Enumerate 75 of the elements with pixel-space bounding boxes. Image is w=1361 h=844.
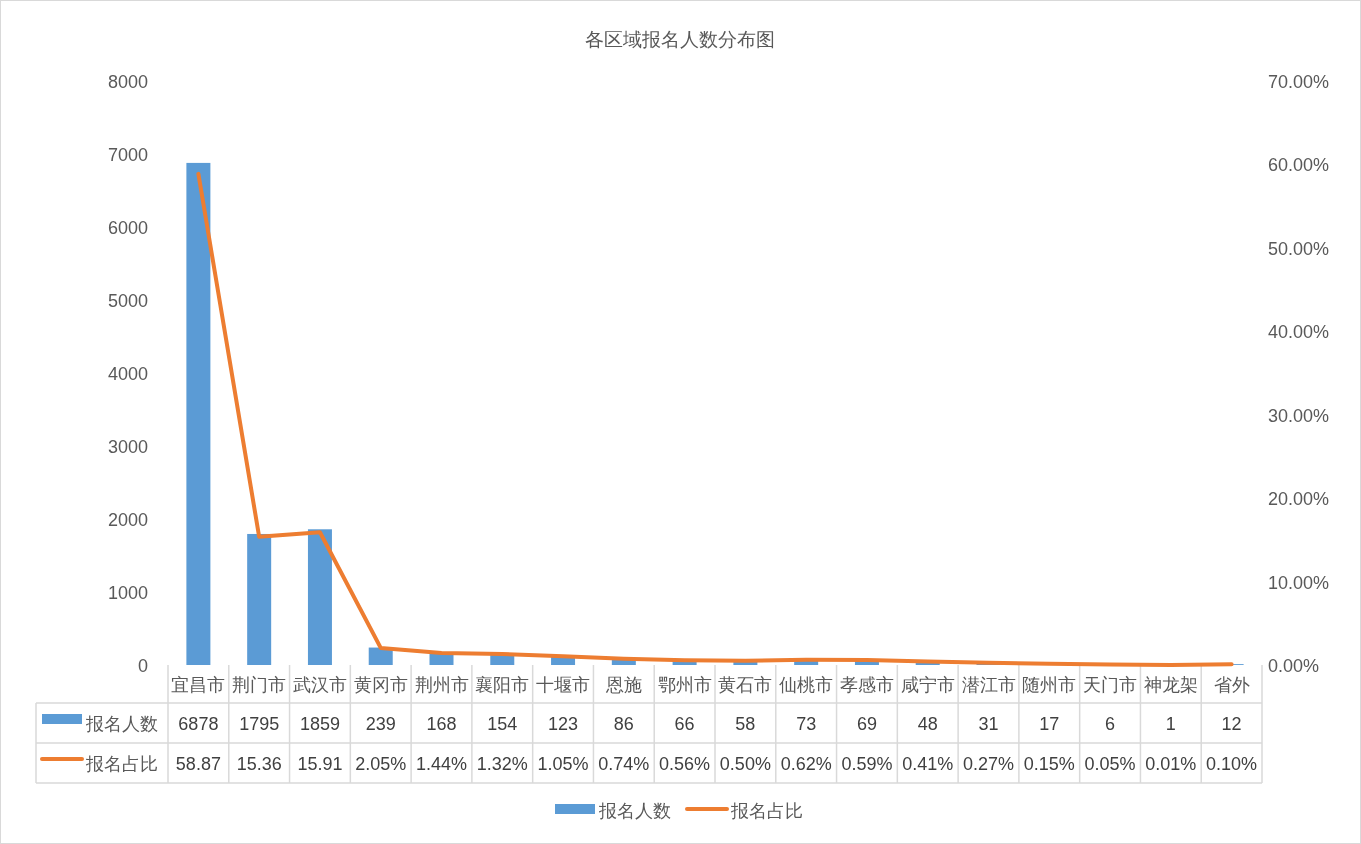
legend: 报名人数 报名占比 — [555, 801, 803, 821]
x-tick-label: 潜江市 — [961, 675, 1016, 695]
data-label: 1.05% — [537, 754, 589, 774]
data-label: 48 — [917, 714, 938, 734]
y2-tick-label: 0.00% — [1268, 656, 1320, 676]
y2-tick-label: 10.00% — [1268, 572, 1330, 593]
data-label: 0.62% — [780, 754, 832, 774]
data-label: 15.36 — [236, 754, 282, 774]
x-tick-label: 鄂州市 — [657, 675, 712, 695]
x-tick-label: 荆门市 — [232, 675, 287, 695]
data-label: 0.56% — [659, 754, 711, 774]
data-label: 12 — [1221, 714, 1242, 734]
data-label: 1859 — [299, 714, 340, 734]
data-label: 31 — [978, 714, 999, 734]
y2-tick-label: 70.00% — [1268, 72, 1330, 92]
data-label: 0.01% — [1145, 754, 1197, 774]
legend-label: 报名占比 — [85, 754, 158, 774]
x-tick-label: 随州市 — [1022, 675, 1077, 695]
chart-title: 各区域报名人数分布图 — [585, 29, 775, 50]
x-tick-label: 天门市 — [1083, 675, 1138, 695]
data-label: 6878 — [178, 714, 219, 734]
x-tick-label: 恩施 — [604, 675, 642, 695]
data-label: 66 — [674, 714, 695, 734]
data-label: 73 — [796, 714, 817, 734]
data-label: 0.50% — [719, 754, 771, 774]
x-tick-label: 仙桃市 — [779, 675, 834, 695]
x-tick-label: 宜昌市 — [171, 675, 226, 695]
data-label: 69 — [856, 714, 877, 734]
y-tick-label: 1000 — [107, 583, 148, 603]
x-tick-label: 襄阳市 — [475, 675, 530, 695]
y-tick-label: 6000 — [107, 218, 148, 238]
y2-tick-label: 40.00% — [1268, 322, 1330, 343]
data-label: 0.15% — [1023, 754, 1075, 774]
data-label: 86 — [613, 714, 634, 734]
data-label: 123 — [548, 714, 579, 734]
data-label: 6 — [1105, 714, 1116, 734]
y-tick-label: 5000 — [107, 291, 148, 311]
x-tick-label: 十堰市 — [536, 675, 591, 695]
data-label: 0.27% — [962, 754, 1015, 774]
y2-tick-label: 20.00% — [1268, 489, 1330, 510]
y-tick-label: 3000 — [107, 437, 148, 457]
x-tick-label: 黄石市 — [718, 675, 773, 695]
y2-tick-label: 50.00% — [1268, 238, 1330, 259]
data-label: 0.74% — [598, 754, 650, 774]
data-label: 1 — [1165, 714, 1176, 734]
data-label: 239 — [365, 714, 396, 734]
y-tick-label: 8000 — [107, 72, 148, 92]
data-label: 58.87 — [175, 754, 221, 774]
data-label: 0.59% — [841, 754, 893, 774]
y-tick-label: 2000 — [107, 510, 148, 530]
x-tick-label: 黄冈市 — [353, 675, 408, 695]
data-label: 1795 — [239, 714, 280, 734]
data-label: 0.41% — [902, 754, 954, 774]
data-label: 1.44% — [415, 754, 468, 774]
data-label: 17 — [1039, 714, 1060, 734]
y-tick-label: 7000 — [107, 145, 148, 165]
x-tick-label: 荆州市 — [414, 675, 469, 695]
y2-tick-label: 60.00% — [1268, 155, 1330, 176]
x-tick-label: 武汉市 — [292, 675, 347, 695]
data-label: 58 — [735, 714, 756, 734]
data-label: 15.91 — [297, 754, 343, 774]
x-tick-label: 省外 — [1213, 675, 1250, 695]
x-tick-label: 咸宁市 — [900, 675, 955, 695]
data-label: 154 — [487, 714, 518, 734]
y2-tick-label: 30.00% — [1268, 405, 1330, 426]
x-tick-label: 神龙架 — [1143, 675, 1198, 695]
y-tick-label: 0 — [137, 656, 148, 676]
data-label: 0.10% — [1206, 754, 1258, 774]
data-label: 2.05% — [355, 754, 407, 774]
x-tick-label: 孝感市 — [839, 675, 894, 695]
data-label: 168 — [426, 714, 457, 734]
data-label: 0.05% — [1084, 754, 1136, 774]
data-label: 1.32% — [476, 754, 528, 774]
legend-label: 报名人数 — [85, 714, 158, 734]
y-tick-label: 4000 — [107, 364, 148, 384]
